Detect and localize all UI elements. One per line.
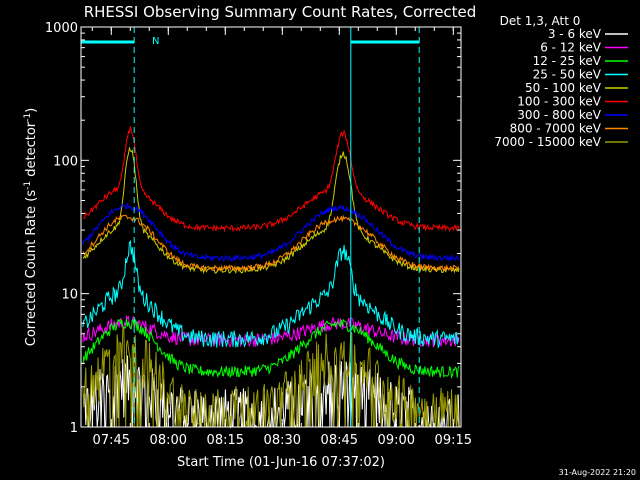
- legend-header: Det 1,3, Att 0: [500, 14, 581, 28]
- legend-label-6: 100 - 300 keV: [517, 95, 601, 109]
- y-tick-label-4: 1000: [45, 21, 78, 36]
- plot-area: [81, 27, 460, 429]
- series-line-7: [82, 203, 460, 263]
- y-tick-label-2: 10: [61, 288, 78, 303]
- legend-label-7: 300 - 800 keV: [517, 108, 601, 122]
- legend-label-1: 3 - 6 keV: [548, 27, 602, 41]
- x-axis-label: Start Time (01-Jun-16 07:37:02): [177, 455, 385, 470]
- x-tick-label-5: 08:45: [321, 433, 358, 448]
- series-line-3: [82, 318, 460, 379]
- series-line-6: [82, 126, 460, 233]
- y-tick-label-1: 1: [70, 421, 78, 436]
- x-tick-label-2: 08:00: [150, 433, 187, 448]
- legend-label-4: 25 - 50 keV: [533, 68, 602, 82]
- chart-title: RHESSI Observing Summary Count Rates, Co…: [84, 3, 477, 21]
- series-line-4: [82, 240, 460, 348]
- legend-label-2: 6 - 12 keV: [540, 41, 602, 55]
- x-tick-label-1: 07:45: [93, 433, 130, 448]
- legend-label-5: 50 - 100 keV: [525, 81, 602, 95]
- legend-label-8: 800 - 7000 keV: [510, 122, 602, 136]
- x-tick-label-3: 08:15: [207, 433, 244, 448]
- axes: 07:45 08:00 08:15 08:30 08:45 09:00 09:15 1 10 10…: [45, 21, 472, 448]
- night-annotation: N: [152, 36, 159, 47]
- y-tick-label-3: 100: [53, 154, 78, 169]
- legend-label-9: 7000 - 15000 keV: [494, 135, 601, 149]
- x-tick-label-7: 09:15: [435, 433, 472, 448]
- series-line-2: [82, 314, 460, 348]
- x-tick-label-6: 09:00: [378, 433, 415, 448]
- legend-label-3: 12 - 25 keV: [533, 54, 602, 68]
- series-line-8: [82, 214, 460, 273]
- x-tick-label-4: 08:30: [264, 433, 301, 448]
- plot-frame: [80, 26, 462, 428]
- date-stamp: 31-Aug-2022 21:20: [559, 468, 636, 477]
- y-axis-label: Corrected Count Rate (s-1 detector-1): [23, 108, 39, 346]
